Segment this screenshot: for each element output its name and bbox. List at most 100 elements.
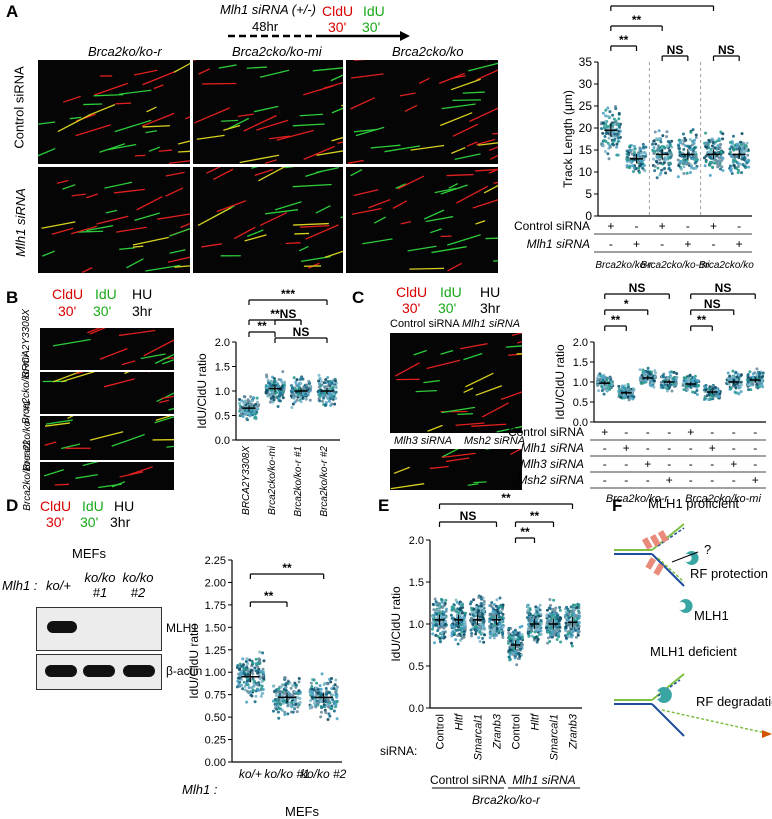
data-point [272,395,275,398]
data-point [721,137,724,140]
data-point [669,376,672,379]
data-point [243,685,246,688]
data-point [693,377,696,380]
data-point [482,641,485,644]
data-point [251,662,254,665]
data-point [278,707,281,710]
significance-label: NS [667,43,684,57]
data-point [606,125,609,128]
data-point [482,610,485,613]
data-point [546,622,549,625]
data-point [547,619,550,622]
data-point [687,378,690,381]
data-point [242,663,245,666]
data-point [660,169,663,172]
data-point [480,623,483,626]
data-point [668,149,671,152]
data-point [512,653,515,656]
data-point [717,395,720,398]
data-point [333,687,336,690]
data-point [675,382,678,385]
data-point [509,645,512,648]
data-point [648,372,651,375]
x-tick-label: Zranb3 [492,713,504,750]
data-point [246,418,249,421]
data-point [647,367,650,370]
data-point [602,144,605,147]
data-point [736,143,739,146]
data-point [718,157,721,160]
data-point [675,372,678,375]
data-point [658,158,661,161]
table-row-label: Control siRNA [508,425,584,439]
fork-proficient [614,524,699,613]
data-point [732,135,735,138]
y-tick-label: 1.75 [205,600,226,612]
cells-label: MEFs [285,804,319,819]
data-point [311,696,314,699]
data-point [521,643,524,646]
data-point [741,148,744,151]
data-point [558,619,561,622]
data-point [307,380,310,383]
significance-label: ** [264,589,274,603]
data-point [258,657,261,660]
table-row-label: Mlh1 siRNA [527,237,590,251]
data-point [246,670,249,673]
data-point [256,397,259,400]
y-tick-label: 0.0 [215,435,230,447]
panel-d: D CldU 30' IdU 30' HU 3hr MEFs Mlh1 : ko… [0,490,270,814]
data-point [284,686,287,689]
data-point [526,605,529,608]
data-point [596,380,599,383]
data-point [615,143,618,146]
data-point [490,601,493,604]
data-point [509,653,512,656]
data-point [463,626,466,629]
data-point [683,376,686,379]
data-point [518,655,521,658]
data-point [324,386,327,389]
data-point [664,172,667,175]
y-tick-label: 2.0 [215,337,230,349]
data-point [719,167,722,170]
data-point [639,368,642,371]
data-point [603,127,606,130]
data-point [294,684,297,687]
data-point [748,370,751,373]
data-point [239,665,242,668]
data-point [638,164,641,167]
data-point [721,132,724,135]
data-point [732,159,735,162]
data-point [640,382,643,385]
data-point [330,381,333,384]
data-point [670,390,673,393]
data-point [653,169,656,172]
y-tick-label: 1.25 [205,645,226,657]
data-point [298,680,301,683]
table-sign: + [601,425,608,439]
data-point [527,635,530,638]
data-point [604,150,607,153]
data-point [277,385,280,388]
data-point [241,657,244,660]
data-point [656,155,659,158]
data-point [499,606,502,609]
table-sign: - [686,219,690,233]
data-point [242,668,245,671]
data-point [501,631,504,634]
table-sign: - [609,237,613,251]
y-tick-label: 1.0 [215,386,230,398]
fork-deficient [614,674,772,738]
data-point [332,393,335,396]
data-point [577,609,580,612]
data-point [298,677,301,680]
data-point [440,601,443,604]
data-point [517,637,520,640]
data-point [731,370,734,373]
data-point [444,602,447,605]
data-point [608,137,611,140]
data-point [617,117,620,120]
